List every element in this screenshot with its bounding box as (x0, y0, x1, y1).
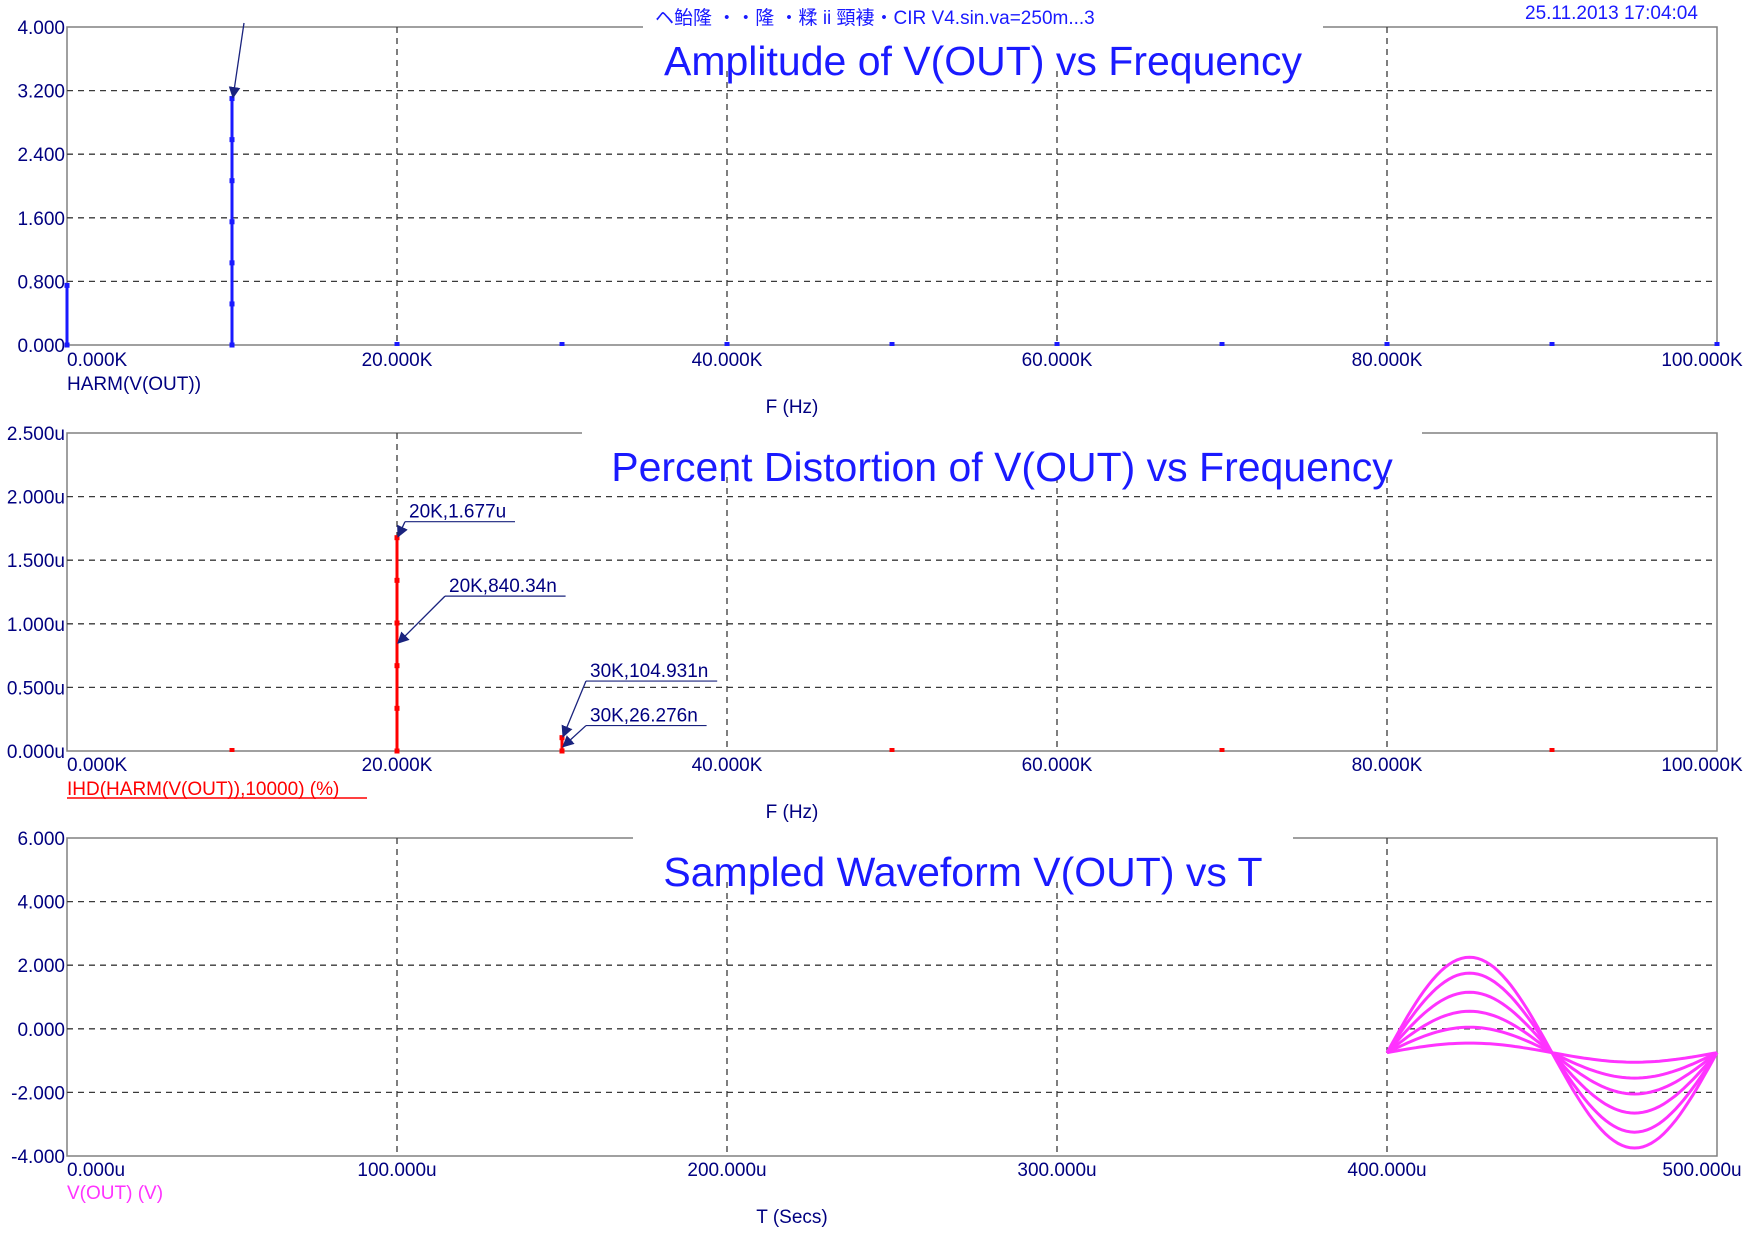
x-tick-label: 60.000K (1022, 755, 1093, 776)
y-tick-label: 0.800 (17, 272, 65, 293)
x-axis-label: F (Hz) (766, 397, 819, 418)
plot-2: 0.000K 20.000K 40.000K 60.000K 80.000K 100.00… (7, 424, 1743, 823)
plot-1: 0.000K 20.000K 40.000K 60.000K 80.000K 100.00… (17, 18, 1743, 418)
bar-sample-point (559, 748, 565, 754)
y-tick-label: 1.000u (7, 615, 65, 636)
title-backdrop (643, 21, 1323, 69)
series-label: V(OUT) (V) (67, 1183, 163, 1204)
y-tick-label: 2.000 (17, 956, 65, 977)
bar-sample-point (1219, 342, 1225, 346)
series-label: HARM(V(OUT)) (67, 374, 201, 395)
annotation-arrow (561, 680, 587, 738)
x-axis-label: T (Secs) (756, 1207, 827, 1228)
annotation-arrow (562, 725, 587, 748)
bar-sample-point (229, 342, 235, 348)
bar-sample-point (394, 663, 400, 669)
y-tick-label: 1.600 (17, 209, 65, 230)
x-tick-label: 100.000K (1661, 350, 1743, 371)
bar-sample-point (394, 535, 400, 541)
annotation-label: 30K,26.276n (590, 706, 698, 727)
bar-sample-point (1549, 748, 1555, 752)
y-tick-label: 1.500u (7, 551, 65, 572)
x-tick-label: 400.000u (1347, 1160, 1426, 1181)
x-tick-label: 20.000K (362, 350, 433, 371)
bar-sample-point (229, 260, 235, 266)
bar-sample-point (394, 577, 400, 583)
y-tick-label: 2.000u (7, 488, 65, 509)
series-line (1385, 955, 1719, 1150)
header-date: 25.11.2013 17:04:04 (1525, 3, 1698, 24)
annotation-label: 30K,104.931n (590, 661, 708, 682)
x-tick-label: 100.000u (357, 1160, 436, 1181)
header-title: ヘ鲐隆 ・・隆 ・糅 ii 頸褄・CIR V4.sin.va=250m...3 (655, 8, 1095, 29)
chart-title: Amplitude of V(OUT) vs Frequency (664, 38, 1302, 84)
series-label: IHD(HARM(V(OUT)),10000) (%) (67, 779, 339, 800)
x-tick-label: 300.000u (1017, 1160, 1096, 1181)
x-tick-label: 0.000K (67, 350, 128, 371)
bar-sample-point (1549, 342, 1555, 346)
y-tick-label: 2.400 (17, 145, 65, 166)
x-tick-label: 200.000u (687, 1160, 766, 1181)
x-tick-label: 40.000K (692, 350, 763, 371)
x-tick-label: 20.000K (362, 755, 433, 776)
x-tick-label: 0.000K (67, 755, 128, 776)
y-tick-label: 3.200 (17, 82, 65, 103)
plot-3: 0.000u 100.000u 200.000u 300.000u 400.000u 50… (11, 829, 1742, 1228)
bar-sample-point (229, 178, 235, 184)
bar-sample-point (394, 748, 400, 754)
bar-sample-point (394, 342, 400, 346)
bar-sample-point (1054, 342, 1060, 346)
y-tick-label: 4.000 (17, 893, 65, 914)
x-tick-label: 100.000K (1661, 755, 1743, 776)
bar-sample-point (229, 748, 235, 752)
bar-sample-point (889, 342, 895, 346)
annotation-label: 20K,1.677u (409, 502, 506, 523)
x-tick-label: 60.000K (1022, 350, 1093, 371)
title-backdrop (582, 427, 1422, 475)
y-tick-label: -2.000 (11, 1083, 65, 1104)
x-tick-label: 80.000K (1352, 755, 1423, 776)
annotation-label: 20K,840.34n (449, 576, 557, 597)
bar-sample-point (559, 342, 565, 346)
x-tick-label: 0.000u (67, 1160, 125, 1181)
chart-title: Percent Distortion of V(OUT) vs Frequenc… (611, 444, 1393, 490)
bar-sample-point (229, 301, 235, 307)
bar-sample-point (64, 282, 70, 288)
bar-sample-point (394, 705, 400, 711)
annotation-arrow (397, 595, 446, 644)
y-tick-label: -4.000 (11, 1147, 65, 1168)
chart-title: Sampled Waveform V(OUT) vs T (663, 849, 1262, 895)
annotation-arrow (228, 22, 245, 99)
y-tick-label: 0.000 (17, 1020, 65, 1041)
y-tick-label: 2.500u (7, 424, 65, 445)
x-tick-label: 500.000u (1662, 1160, 1741, 1181)
plot-frame (66, 432, 1718, 752)
annotation-arrow (397, 521, 408, 538)
bar-sample-point (394, 620, 400, 626)
x-tick-label: 80.000K (1352, 350, 1423, 371)
y-tick-label: 4.000 (17, 18, 65, 39)
plot-frame (66, 26, 1718, 346)
x-tick-label: 40.000K (692, 755, 763, 776)
bar-sample-point (889, 748, 895, 752)
bar-sample-point (229, 219, 235, 225)
bar-sample-point (1219, 748, 1225, 752)
y-tick-label: 0.000u (7, 742, 65, 763)
bar-sample-point (724, 342, 730, 346)
y-tick-label: 6.000 (17, 829, 65, 850)
y-tick-label: 0.000 (17, 336, 65, 357)
bar-sample-point (229, 137, 235, 143)
bar-sample-point (64, 342, 70, 348)
bar-sample-point (1384, 342, 1390, 346)
bar-sample-point (1714, 342, 1720, 346)
y-tick-label: 0.500u (7, 678, 65, 699)
x-axis-label: F (Hz) (766, 802, 819, 823)
title-backdrop (633, 832, 1293, 880)
